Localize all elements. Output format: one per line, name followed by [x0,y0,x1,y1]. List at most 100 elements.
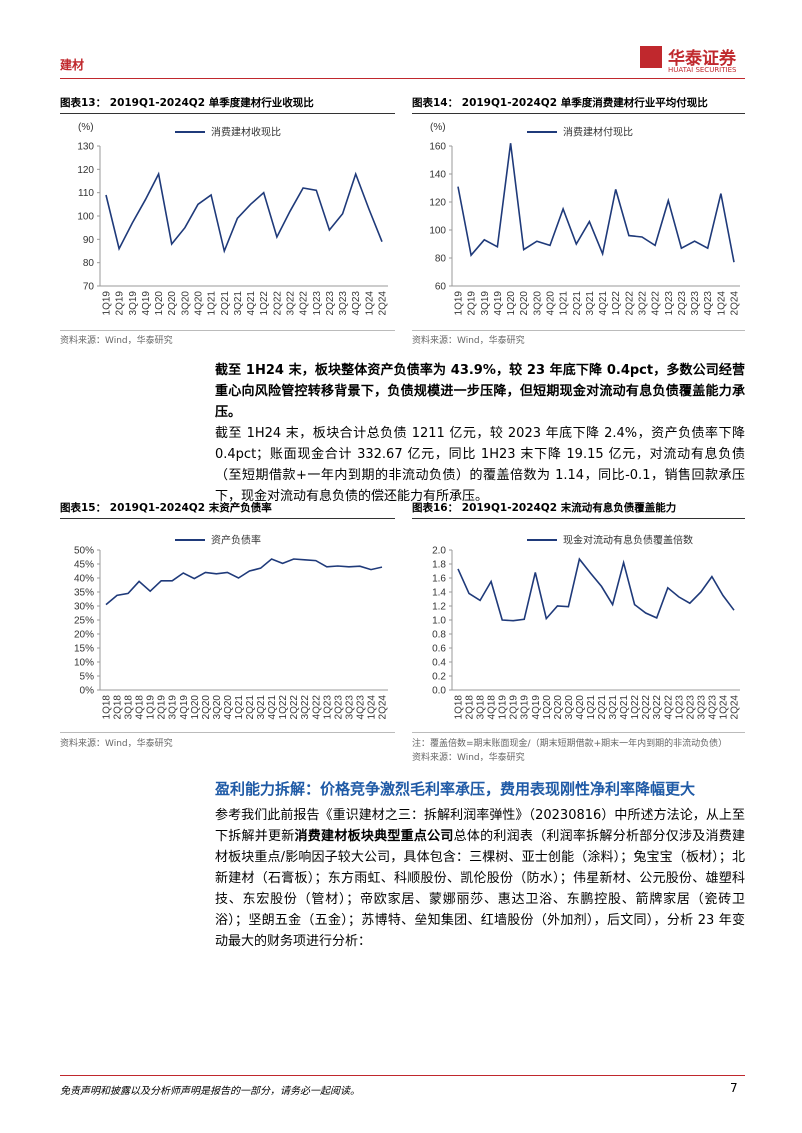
x-tick-label: 3Q19 [520,695,531,720]
x-tick-label: 1Q21 [559,291,570,316]
x-tick-label: 2Q19 [509,695,520,720]
x-tick-label: 2Q20 [553,695,564,720]
x-tick-label: 3Q22 [652,695,663,720]
chart-title: 图表14： 2019Q1-2024Q2 单季度消费建材行业平均付现比 [412,97,708,109]
x-tick-label: 2Q23 [325,291,336,316]
x-tick-label: 1Q21 [207,291,218,316]
x-tick-label: 3Q20 [532,291,543,316]
y-tick-label: 120 [429,198,446,209]
source: 资料来源：Wind，华泰研究 [60,739,173,749]
y-tick-label: 45% [74,560,94,571]
section: 建材 [60,58,85,72]
paragraph: 截至 1H24 末，板块合计总负债 1211 亿元，较 2023 年底下降 2.… [215,426,745,504]
x-tick-label: 3Q22 [300,695,311,720]
x-tick-label: 2Q22 [624,291,635,316]
x-tick-label: 2Q19 [467,291,478,316]
rule [60,732,395,733]
y-tick-label: 80 [435,254,447,265]
logo-en: HUATAI SECURITIES [668,66,737,74]
x-tick-label: 4Q23 [707,695,718,720]
source: 资料来源：Wind，华泰研究 [60,336,173,346]
y-tick-label: 140 [429,170,446,181]
text: 参考我们此前报告《重识建材之三：拆解利润率弹性》（20230816）中所述方法论… [215,808,745,844]
x-tick-label: 2Q24 [730,291,741,316]
rule [60,518,395,519]
chart-title: 图表13： 2019Q1-2024Q2 单季度建材行业收现比 [60,97,314,109]
x-tick-label: 1Q18 [454,695,465,720]
x-tick-label: 2Q22 [272,291,283,316]
chart-title: 图表15： 2019Q1-2024Q2 末资产负债率 [60,502,272,514]
rule [60,113,395,114]
y-tick-label: 1.2 [432,602,446,613]
x-tick-label: 1Q18 [102,695,113,720]
x-tick-label: 3Q23 [690,291,701,316]
line [105,558,383,606]
x-tick-label: 2Q21 [597,695,608,720]
x-tick-label: 1Q19 [146,695,157,720]
chart-title: 图表16： 2019Q1-2024Q2 末流动有息负债覆盖能力 [412,502,677,514]
rule [412,518,745,519]
y-tick-label: 1.6 [432,574,446,585]
rule [60,330,395,331]
y-tick-label: 90 [83,235,95,246]
y-tick-label: 2.0 [432,546,446,557]
paragraph: 参考我们此前报告《重识建材之三：拆解利润率弹性》（20230816）中所述方法论… [215,805,745,952]
x-tick-label: 3Q20 [180,291,191,316]
x-tick-label: 1Q19 [102,291,113,316]
x-tick-label: 4Q23 [355,695,366,720]
x-tick-label: 4Q20 [546,291,557,316]
x-tick-label: 1Q23 [312,291,323,316]
x-tick-label: 1Q24 [364,291,375,316]
y-tick-label: 110 [78,188,94,199]
x-tick-label: 3Q19 [128,291,139,316]
x-tick-label: 3Q23 [338,291,349,316]
y-tick-label: 0% [80,686,95,697]
x-tick-label: 4Q23 [703,291,714,316]
x-tick-label: 1Q22 [611,291,622,316]
x-tick-label: 2Q20 [201,695,212,720]
x-tick-label: 2Q24 [378,695,389,720]
x-tick-label: 1Q20 [506,291,517,316]
x-tick-label: 3Q23 [344,695,355,720]
x-tick-label: 4Q19 [141,291,152,316]
legend-label: 消费建材付现比 [563,126,633,139]
x-tick-label: 2Q22 [289,695,300,720]
x-tick-label: 4Q19 [531,695,542,720]
source: 资料来源：Wind，华泰研究 [412,336,525,346]
x-tick-label: 1Q24 [716,291,727,316]
x-tick-label: 1Q20 [190,695,201,720]
rule [412,732,745,733]
x-tick-label: 3Q19 [480,291,491,316]
x-tick-label: 3Q22 [638,291,649,316]
y-tick-label: 160 [429,142,446,153]
x-tick-label: 4Q20 [194,291,205,316]
x-tick-label: 1Q19 [454,291,465,316]
x-tick-label: 2Q19 [157,695,168,720]
line [457,143,735,263]
x-tick-label: 2Q19 [115,291,126,316]
x-tick-label: 2Q21 [572,291,583,316]
x-tick-label: 2Q18 [465,695,476,720]
line [105,171,383,254]
y-tick-label: 5% [80,672,95,683]
x-tick-label: 1Q20 [154,291,165,316]
x-tick-label: 4Q19 [493,291,504,316]
unit: (%) [78,122,94,133]
unit: (%) [430,122,446,133]
y-tick-label: 130 [77,142,94,153]
x-tick-label: 1Q24 [366,695,377,720]
x-tick-label: 2Q20 [167,291,178,316]
x-tick-label: 1Q20 [542,695,553,720]
line [457,557,735,622]
x-tick-label: 3Q23 [696,695,707,720]
y-tick-label: 40% [74,574,94,585]
lead: 截至 1H24 末，板块整体资产负债率为 43.9%，较 23 年底下降 0.4… [215,363,745,420]
y-tick-label: 0.6 [432,644,446,655]
y-tick-label: 35% [74,588,94,599]
y-tick-label: 10% [74,658,94,669]
y-tick-label: 30% [74,602,94,613]
legend-label: 现金对流动有息负债覆盖倍数 [563,534,693,547]
